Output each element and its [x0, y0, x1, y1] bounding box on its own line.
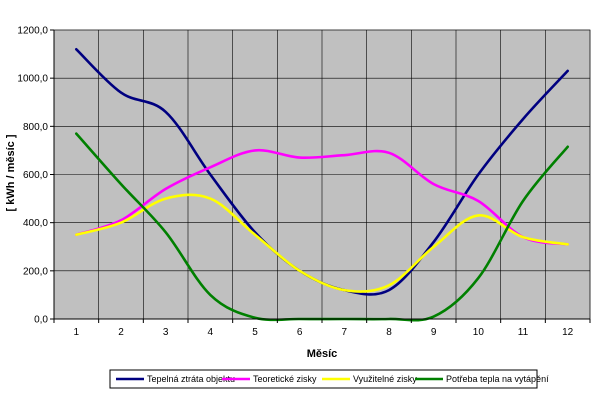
- series-line-2: [75, 148, 569, 246]
- x-tick-label: 6: [297, 327, 303, 338]
- legend-label-3: Využitelné zisky: [353, 374, 417, 384]
- y-tick-label: 0,0: [34, 315, 48, 326]
- x-tick-label: 10: [473, 327, 485, 338]
- x-axis-title: Měsíc: [307, 348, 338, 360]
- x-tick-label: 4: [208, 327, 214, 338]
- x-tick-label: 8: [386, 327, 392, 338]
- x-tick-label: 7: [342, 327, 348, 338]
- y-tick-label: 200,0: [23, 266, 48, 277]
- series-lines: [75, 48, 569, 322]
- x-tick-label: 5: [252, 327, 258, 338]
- legend-label-4: Potřeba tepla na vytápění: [446, 374, 549, 384]
- legend-label-2: Teoretické zisky: [253, 374, 317, 384]
- legend: Tepelná ztráta objektu Teoretické zisky Vy…: [109, 369, 549, 389]
- y-tick-label: 1000,0: [17, 74, 48, 85]
- y-tick-label: 800,0: [23, 122, 48, 133]
- y-axis-title: [ kWh / měsíc ]: [5, 134, 17, 211]
- series-line-3: [75, 193, 569, 293]
- x-tick-label: 2: [118, 327, 124, 338]
- x-tick-label: 11: [518, 327, 529, 338]
- x-tick-label: 9: [431, 327, 437, 338]
- y-tick-label: 600,0: [23, 170, 48, 181]
- legend-label-1: Tepelná ztráta objektu: [147, 374, 235, 384]
- x-tick-label: 3: [163, 327, 169, 338]
- y-tick-label: 400,0: [23, 218, 48, 229]
- y-tick-label: 1200,0: [17, 26, 48, 37]
- x-tick-label: 1: [74, 327, 80, 338]
- x-tick-label: 12: [562, 327, 574, 338]
